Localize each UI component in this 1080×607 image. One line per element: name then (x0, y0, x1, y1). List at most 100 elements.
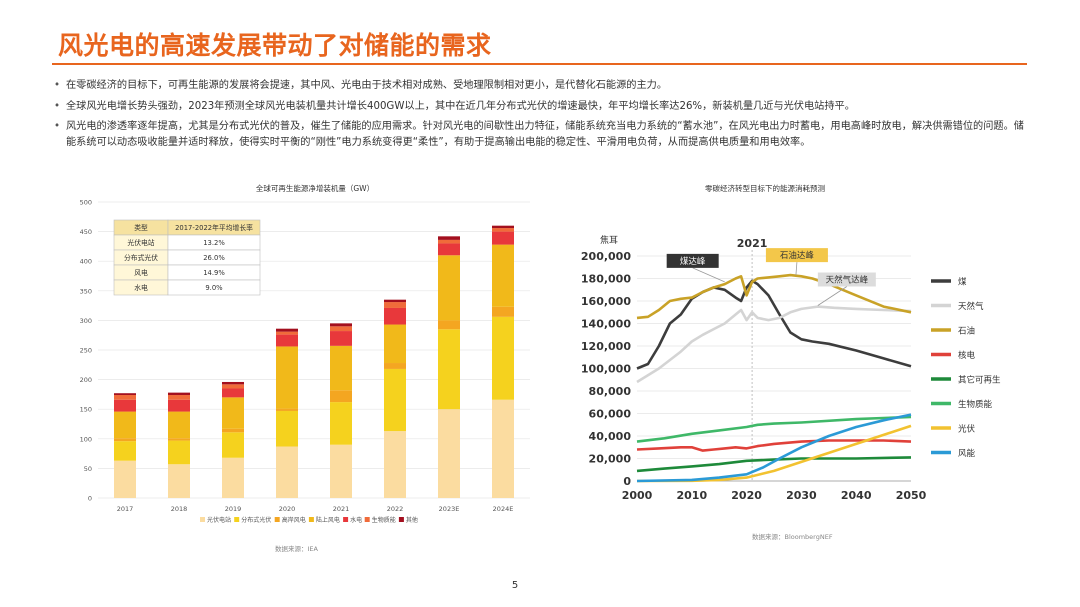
line-y-tick-label: 60,000 (589, 408, 632, 421)
line-series (636, 456, 912, 473)
growth-table-value: 13.2% (203, 239, 225, 247)
bullet-item: 在零碳经济的目标下，可再生能源的发展将会提速，其中风、光电由于技术相对成熟、受地… (52, 78, 1032, 94)
bar-segment (222, 384, 244, 389)
bar-x-tick-label: 2018 (171, 505, 188, 513)
bar-segment (384, 302, 406, 308)
line-y-tick-label: 180,000 (581, 273, 631, 286)
line-series (636, 439, 912, 452)
bar-segment (492, 306, 514, 317)
bar-segment (438, 255, 460, 321)
line-legend-label: 光伏 (958, 424, 976, 435)
bar-segment (168, 411, 190, 439)
bar-segment (330, 331, 352, 346)
line-annotation-label: 石油达峰 (780, 250, 815, 261)
bar-x-tick-label: 2019 (225, 505, 242, 513)
bar-segment (438, 409, 460, 498)
growth-table-label: 风电 (134, 268, 148, 277)
growth-table-value: 14.9% (203, 269, 225, 277)
bar-segment (276, 346, 298, 409)
growth-table-value: 26.0% (203, 254, 225, 262)
bar-segment (330, 390, 352, 403)
bar-x-tick-label: 2020 (279, 505, 296, 513)
bar-y-tick-label: 250 (80, 347, 92, 355)
page-title: 风光电的高速发展带动了对储能的需求 (58, 31, 492, 60)
line-x-tick-label: 2010 (676, 489, 707, 502)
page-number: 5 (511, 580, 519, 591)
bar-segment (492, 316, 514, 400)
bar-segment (114, 441, 136, 461)
line-y-tick-label: 0 (623, 475, 631, 488)
bar-legend-swatch (234, 517, 240, 522)
bar-segment (114, 399, 136, 412)
bar-segment (330, 345, 352, 391)
bar-segment (330, 402, 352, 445)
line-series (636, 305, 912, 384)
bar-legend-swatch (274, 517, 280, 522)
line-x-tick-label: 2050 (896, 489, 927, 502)
bar-segment (222, 457, 244, 498)
line-y-tick-label: 20,000 (589, 453, 632, 466)
line-chart-source: 数据来源：BloombergNEF (752, 533, 833, 541)
growth-table-label: 分布式光伏 (124, 253, 158, 262)
line-y-tick-label: 40,000 (589, 430, 632, 443)
line-x-tick-label: 2000 (622, 489, 653, 502)
bar-legend-label: 高岸风电 (282, 516, 306, 524)
bar-y-tick-label: 100 (80, 435, 92, 443)
line-y-tick-label: 100,000 (581, 363, 631, 376)
line-legend-label: 生物质能 (958, 399, 993, 410)
line-year-marker-label: 2021 (737, 237, 768, 250)
line-x-tick-label: 2040 (841, 489, 872, 502)
bar-segment (438, 239, 460, 244)
line-legend-label: 石油 (958, 326, 975, 337)
bar-segment (114, 394, 136, 400)
bar-legend-swatch (200, 517, 205, 522)
bar-segment (276, 446, 298, 498)
bar-segment (492, 244, 514, 307)
line-chart: 0 20,000 40,000 60,000 80,000 100,000 120,000 1… (581, 234, 1001, 502)
bar-legend-swatch (364, 517, 370, 522)
title-divider (52, 63, 1027, 65)
bullet-list: 在零碳经济的目标下，可再生能源的发展将会提速，其中风、光电由于技术相对成熟、受地… (52, 78, 1032, 155)
growth-table-label: 光伏电站 (127, 238, 154, 247)
growth-table-header: 类型 (134, 223, 148, 232)
line-annotation-leader (692, 267, 725, 283)
bar-chart: 0 50 100 150 200 250 300 350 400 450 500 2017 2018 20… (80, 199, 530, 524)
bar-segment (276, 328, 298, 332)
growth-table-cell (167, 279, 261, 296)
bar-legend-swatch (398, 517, 404, 522)
bar-segment (384, 368, 406, 432)
bar-segment (330, 326, 352, 332)
bar-segment (276, 331, 298, 335)
line-legend-label: 核电 (958, 350, 976, 361)
line-series (636, 279, 912, 370)
line-legend-label: 煤 (958, 277, 967, 288)
bar-segment (222, 381, 244, 385)
line-annotation-box (817, 272, 876, 287)
line-legend-label: 风能 (958, 448, 976, 459)
bar-segment (330, 323, 352, 327)
bar-segment (384, 363, 406, 369)
bar-legend-swatch (343, 517, 349, 522)
line-annotation-label: 煤达峰 (680, 256, 706, 267)
line-y-tick-label: 80,000 (589, 385, 632, 398)
bullet-item: 风光电的渗透率逐年提高，尤其是分布式光伏的普及，催生了储能的应用需求。针对风光电… (52, 119, 1032, 150)
line-y-tick-label: 200,000 (581, 250, 631, 263)
line-annotation-leader (795, 262, 798, 276)
bar-segment (384, 324, 406, 364)
bar-segment (384, 431, 406, 498)
bar-segment (438, 236, 460, 240)
bar-y-tick-label: 50 (84, 465, 92, 473)
line-y-tick-label: 160,000 (581, 295, 631, 308)
bar-legend-label: 水电 (350, 516, 362, 524)
bar-legend-label: 分布式光伏 (241, 516, 271, 524)
line-annotation-box (765, 248, 828, 263)
bar-x-tick-label: 2021 (333, 505, 350, 513)
line-chart-title: 零碳经济转型目标下的能源消耗预测 (705, 184, 825, 193)
growth-table-value: 9.0% (205, 284, 223, 292)
bar-legend-swatch (308, 517, 314, 522)
bar-segment (222, 388, 244, 398)
bar-y-tick-label: 450 (80, 228, 92, 236)
bar-chart-title: 全球可再生能源净增装机量（GW） (255, 184, 375, 193)
line-annotation-label: 天然气达峰 (826, 275, 869, 286)
bar-segment (114, 411, 136, 439)
